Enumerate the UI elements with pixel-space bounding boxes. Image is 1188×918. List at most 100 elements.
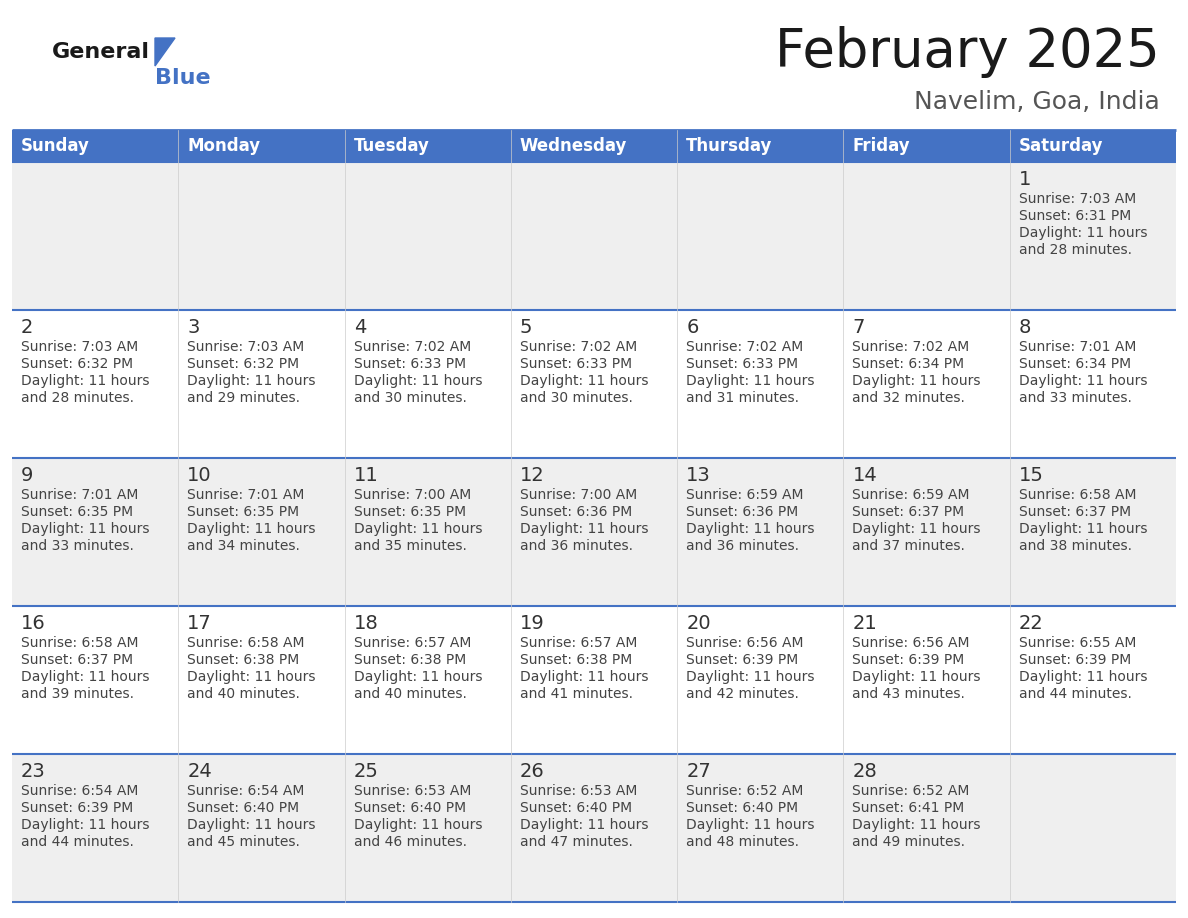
- Text: Daylight: 11 hours: Daylight: 11 hours: [354, 374, 482, 388]
- Text: and 29 minutes.: and 29 minutes.: [188, 391, 301, 405]
- Text: and 40 minutes.: and 40 minutes.: [188, 687, 301, 701]
- Text: 5: 5: [520, 318, 532, 337]
- Text: 23: 23: [21, 762, 46, 781]
- Bar: [843, 130, 1010, 162]
- Text: Sunrise: 7:02 AM: Sunrise: 7:02 AM: [687, 340, 803, 354]
- Bar: [12, 606, 178, 754]
- Text: Sunrise: 6:56 AM: Sunrise: 6:56 AM: [687, 636, 803, 650]
- Text: and 38 minutes.: and 38 minutes.: [1019, 539, 1132, 553]
- Bar: [511, 606, 677, 754]
- Bar: [178, 754, 345, 902]
- Bar: [1010, 162, 1176, 310]
- Text: Sunset: 6:33 PM: Sunset: 6:33 PM: [354, 357, 466, 371]
- Text: 22: 22: [1019, 614, 1043, 633]
- Bar: [178, 130, 345, 162]
- Text: Daylight: 11 hours: Daylight: 11 hours: [520, 522, 649, 536]
- Bar: [345, 606, 511, 754]
- Text: General: General: [52, 42, 150, 62]
- Text: Sunset: 6:38 PM: Sunset: 6:38 PM: [520, 653, 632, 667]
- Text: and 33 minutes.: and 33 minutes.: [1019, 391, 1132, 405]
- Text: Sunset: 6:39 PM: Sunset: 6:39 PM: [687, 653, 798, 667]
- Text: 4: 4: [354, 318, 366, 337]
- Text: Sunrise: 6:58 AM: Sunrise: 6:58 AM: [21, 636, 139, 650]
- Text: Sunrise: 7:01 AM: Sunrise: 7:01 AM: [188, 488, 304, 502]
- Text: Sunrise: 7:03 AM: Sunrise: 7:03 AM: [188, 340, 304, 354]
- Text: Daylight: 11 hours: Daylight: 11 hours: [1019, 522, 1148, 536]
- Text: Tuesday: Tuesday: [354, 137, 429, 155]
- Text: 9: 9: [21, 466, 33, 485]
- Bar: [178, 310, 345, 458]
- Text: Sunset: 6:39 PM: Sunset: 6:39 PM: [21, 801, 133, 815]
- Text: Sunrise: 6:52 AM: Sunrise: 6:52 AM: [687, 784, 803, 798]
- Text: and 33 minutes.: and 33 minutes.: [21, 539, 134, 553]
- Text: 14: 14: [853, 466, 877, 485]
- Text: Sunrise: 6:53 AM: Sunrise: 6:53 AM: [520, 784, 637, 798]
- Text: Sunset: 6:34 PM: Sunset: 6:34 PM: [1019, 357, 1131, 371]
- Text: Daylight: 11 hours: Daylight: 11 hours: [520, 374, 649, 388]
- Text: and 45 minutes.: and 45 minutes.: [188, 835, 301, 849]
- Text: Sunset: 6:36 PM: Sunset: 6:36 PM: [520, 505, 632, 519]
- Text: Sunrise: 7:03 AM: Sunrise: 7:03 AM: [21, 340, 138, 354]
- Text: 7: 7: [853, 318, 865, 337]
- Text: Sunset: 6:34 PM: Sunset: 6:34 PM: [853, 357, 965, 371]
- Text: and 35 minutes.: and 35 minutes.: [354, 539, 467, 553]
- Text: Sunset: 6:38 PM: Sunset: 6:38 PM: [354, 653, 466, 667]
- Bar: [677, 162, 843, 310]
- Text: Daylight: 11 hours: Daylight: 11 hours: [1019, 226, 1148, 240]
- Text: Sunrise: 6:58 AM: Sunrise: 6:58 AM: [1019, 488, 1136, 502]
- Text: 20: 20: [687, 614, 710, 633]
- Text: and 36 minutes.: and 36 minutes.: [520, 539, 633, 553]
- Text: Sunrise: 7:01 AM: Sunrise: 7:01 AM: [1019, 340, 1136, 354]
- Text: Daylight: 11 hours: Daylight: 11 hours: [21, 522, 150, 536]
- Text: Sunrise: 7:01 AM: Sunrise: 7:01 AM: [21, 488, 138, 502]
- Text: Sunset: 6:40 PM: Sunset: 6:40 PM: [188, 801, 299, 815]
- Text: Sunset: 6:37 PM: Sunset: 6:37 PM: [853, 505, 965, 519]
- Text: Sunset: 6:32 PM: Sunset: 6:32 PM: [21, 357, 133, 371]
- Text: Daylight: 11 hours: Daylight: 11 hours: [188, 818, 316, 832]
- Text: and 46 minutes.: and 46 minutes.: [354, 835, 467, 849]
- Text: and 28 minutes.: and 28 minutes.: [21, 391, 134, 405]
- Text: Daylight: 11 hours: Daylight: 11 hours: [853, 374, 981, 388]
- Text: Sunrise: 6:53 AM: Sunrise: 6:53 AM: [354, 784, 470, 798]
- Text: Sunset: 6:40 PM: Sunset: 6:40 PM: [687, 801, 798, 815]
- Text: and 44 minutes.: and 44 minutes.: [1019, 687, 1132, 701]
- Text: 1: 1: [1019, 170, 1031, 189]
- Bar: [12, 130, 178, 162]
- Text: Sunrise: 7:02 AM: Sunrise: 7:02 AM: [520, 340, 637, 354]
- Text: Daylight: 11 hours: Daylight: 11 hours: [687, 522, 815, 536]
- Text: Sunrise: 6:58 AM: Sunrise: 6:58 AM: [188, 636, 305, 650]
- Bar: [1010, 458, 1176, 606]
- Text: Daylight: 11 hours: Daylight: 11 hours: [21, 374, 150, 388]
- Text: Sunset: 6:40 PM: Sunset: 6:40 PM: [354, 801, 466, 815]
- Text: Sunrise: 6:54 AM: Sunrise: 6:54 AM: [188, 784, 304, 798]
- Text: Daylight: 11 hours: Daylight: 11 hours: [853, 522, 981, 536]
- Bar: [843, 754, 1010, 902]
- Text: Sunset: 6:41 PM: Sunset: 6:41 PM: [853, 801, 965, 815]
- Bar: [511, 130, 677, 162]
- Text: 26: 26: [520, 762, 544, 781]
- Text: Daylight: 11 hours: Daylight: 11 hours: [853, 818, 981, 832]
- Text: Sunset: 6:32 PM: Sunset: 6:32 PM: [188, 357, 299, 371]
- Text: 18: 18: [354, 614, 378, 633]
- Bar: [1010, 130, 1176, 162]
- Bar: [178, 606, 345, 754]
- Text: Sunrise: 6:54 AM: Sunrise: 6:54 AM: [21, 784, 138, 798]
- Text: Sunset: 6:36 PM: Sunset: 6:36 PM: [687, 505, 798, 519]
- Bar: [345, 458, 511, 606]
- Text: Daylight: 11 hours: Daylight: 11 hours: [687, 374, 815, 388]
- Bar: [677, 130, 843, 162]
- Bar: [12, 310, 178, 458]
- Text: and 49 minutes.: and 49 minutes.: [853, 835, 966, 849]
- Text: and 31 minutes.: and 31 minutes.: [687, 391, 800, 405]
- Text: 15: 15: [1019, 466, 1043, 485]
- Text: Thursday: Thursday: [687, 137, 772, 155]
- Text: 17: 17: [188, 614, 211, 633]
- Bar: [1010, 310, 1176, 458]
- Text: and 42 minutes.: and 42 minutes.: [687, 687, 800, 701]
- Bar: [178, 458, 345, 606]
- Text: Daylight: 11 hours: Daylight: 11 hours: [188, 522, 316, 536]
- Bar: [511, 754, 677, 902]
- Text: Sunrise: 6:55 AM: Sunrise: 6:55 AM: [1019, 636, 1136, 650]
- Bar: [843, 606, 1010, 754]
- Text: Daylight: 11 hours: Daylight: 11 hours: [354, 522, 482, 536]
